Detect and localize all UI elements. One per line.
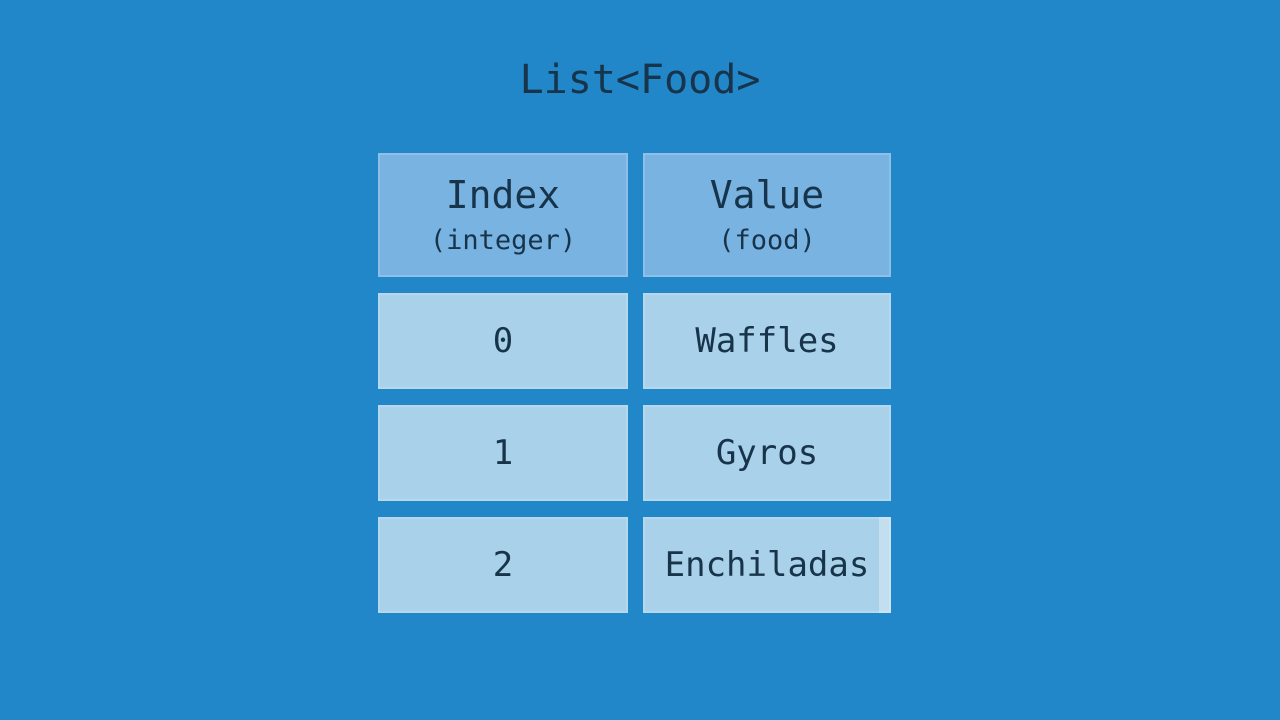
value-cell-1: Gyros — [643, 405, 891, 501]
value-text-1: Gyros — [715, 433, 819, 473]
value-text-2: Enchiladas — [664, 545, 870, 585]
value-column-header: Value (food) — [643, 153, 891, 277]
value-column-type-label: (food) — [718, 225, 816, 256]
index-column-header: Index (integer) — [378, 153, 628, 277]
index-value-0: 0 — [492, 321, 514, 361]
index-value-2: 2 — [492, 545, 514, 585]
value-cell-0: Waffles — [643, 293, 891, 389]
value-text-0: Waffles — [695, 321, 839, 361]
value-column-label: Value — [709, 173, 825, 217]
index-value-1: 1 — [492, 433, 514, 473]
index-column-label: Index — [445, 173, 561, 217]
value-cell-2: Enchiladas — [643, 517, 891, 613]
index-cell-2: 2 — [378, 517, 628, 613]
index-column-type-label: (integer) — [429, 225, 577, 256]
list-title: List<Food> — [519, 57, 761, 103]
cell-highlight-strip — [879, 517, 891, 613]
list-table: Index (integer) Value (food) 0 Waffles 1… — [378, 153, 891, 613]
index-cell-1: 1 — [378, 405, 628, 501]
index-cell-0: 0 — [378, 293, 628, 389]
